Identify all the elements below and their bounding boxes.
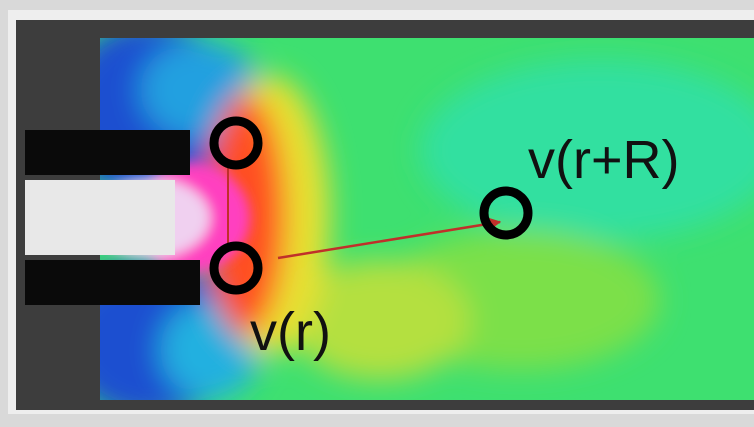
nozzle-wall-top bbox=[25, 130, 190, 175]
flow-image: v(r+R) v(r) bbox=[0, 0, 754, 427]
nozzle-jet bbox=[25, 180, 175, 255]
near-label: v(r) bbox=[250, 302, 331, 362]
nozzle-wall-bottom bbox=[25, 260, 200, 305]
page: v(r+R) v(r) (() => { const data = JSON.p… bbox=[0, 0, 754, 427]
far-label: v(r+R) bbox=[528, 130, 679, 190]
